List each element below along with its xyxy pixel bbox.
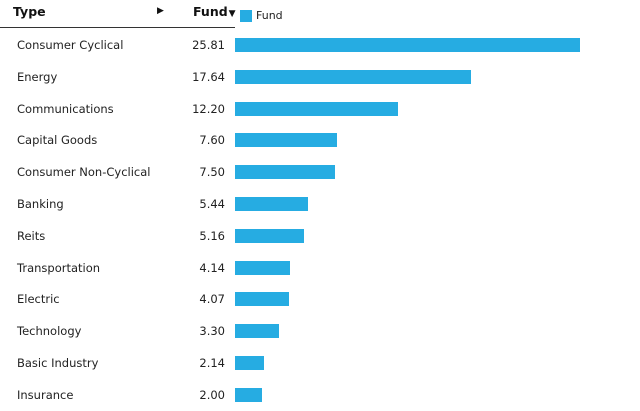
row-category-label: Consumer Non-Cyclical [17,165,151,180]
bar[interactable] [235,356,264,370]
legend-swatch-fund [240,9,252,22]
bar[interactable] [235,228,304,243]
header-divider [0,27,235,28]
row-category-label: Reits [17,228,46,243]
row-category-label: Energy [17,69,58,84]
row-category-label: Capital Goods [17,133,98,148]
row-value-label: 7.50 [199,165,225,180]
row-value-label: 17.64 [192,69,225,84]
bar[interactable] [235,38,580,52]
bar[interactable] [235,197,308,211]
table-row: Energy 17.64 [0,61,640,93]
row-value-label: 25.81 [192,38,225,52]
fund-column-header-label: Fund [193,4,228,19]
row-value-label: 4.14 [199,260,225,275]
row-value-label: 5.44 [199,197,225,211]
table-header: Type ▶ Fund▼ Fund [0,0,640,28]
row-value-label: 3.30 [199,324,225,339]
table-row: Reits 5.16 [0,220,640,252]
table-row: Insurance 2.00 [0,379,640,411]
bar[interactable] [235,165,336,180]
row-value-label: 5.16 [199,228,225,243]
table-row: Basic Industry 2.14 [0,347,640,379]
type-sort-arrow-icon[interactable]: ▶ [157,6,164,16]
bar[interactable] [235,69,471,84]
row-category-label: Insurance [17,387,74,402]
table-row: Transportation 4.14 [0,252,640,284]
row-category-label: Transportation [17,260,101,275]
row-value-label: 2.14 [199,356,225,370]
row-value-label: 2.00 [199,387,225,402]
row-value-label: 12.20 [192,101,225,116]
table-row: Consumer Non-Cyclical 7.50 [0,156,640,188]
bar[interactable] [235,324,280,339]
row-category-label: Consumer Cyclical [17,38,124,52]
row-value-label: 4.07 [199,292,225,307]
row-category-label: Electric [17,292,60,307]
table-row: Technology 3.30 [0,315,640,347]
table-row: Electric 4.07 [0,283,640,315]
fund-column-header[interactable]: Fund▼ [193,4,236,19]
table-row: Banking 5.44 [0,188,640,220]
legend-label-fund: Fund [256,9,283,22]
row-category-label: Communications [17,101,114,116]
row-category-label: Basic Industry [17,356,99,370]
bar[interactable] [235,387,262,402]
bar[interactable] [235,133,337,148]
row-value-label: 7.60 [199,133,225,148]
fund-sort-arrow-icon[interactable]: ▼ [228,9,236,19]
bar[interactable] [235,101,399,116]
row-category-label: Banking [17,197,64,211]
table-row: Capital Goods 7.60 [0,124,640,156]
bar[interactable] [235,292,290,307]
chart-legend: Fund [240,9,283,22]
bar[interactable] [235,260,291,275]
type-column-header[interactable]: Type [13,4,46,19]
table-row: Consumer Cyclical 25.81 [0,29,640,61]
table-row: Communications 12.20 [0,93,640,125]
row-category-label: Technology [17,324,82,339]
